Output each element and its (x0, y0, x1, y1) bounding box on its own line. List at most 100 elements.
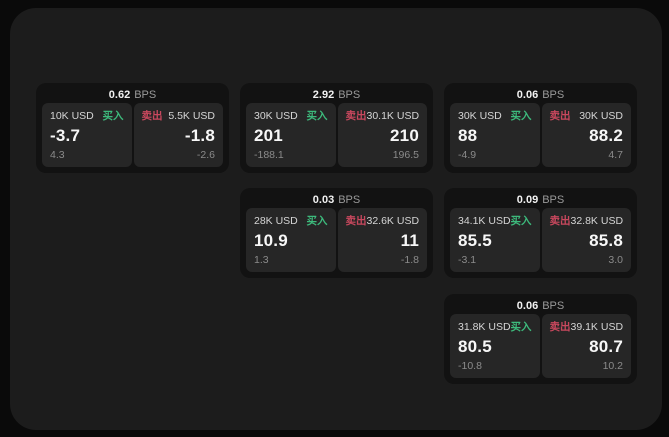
bps-header: 0.62 BPS (36, 83, 229, 104)
sell-size-label: 30K USD (579, 110, 623, 122)
buy-delta-value: 4.3 (50, 149, 65, 161)
quotes-board-surface: 0.62 BPS 10K USD 买入 -3.7 4.3 卖出 5.5K USD… (10, 8, 662, 430)
sell-delta-value: 196.5 (392, 149, 419, 161)
buy-price-value: 85.5 (458, 230, 492, 250)
buy-price-value: 201 (254, 125, 283, 145)
buy-side-label: 买入 (306, 215, 328, 227)
buy-delta-value: 1.3 (254, 254, 269, 266)
quote-card-body: 31.8K USD 买入 80.5 -10.8 卖出 39.1K USD 80.… (450, 314, 631, 378)
sell-price-value: 85.8 (589, 230, 623, 250)
bps-value: 0.09 (516, 193, 539, 206)
quote-card-body: 34.1K USD 买入 85.5 -3.1 卖出 32.8K USD 85.8… (450, 208, 631, 272)
sell-size-label: 30.1K USD (366, 110, 420, 122)
bps-header: 0.03 BPS (240, 188, 433, 209)
sell-side-label: 卖出 (345, 215, 367, 227)
sell-panel-top-row: 卖出 5.5K USD (142, 110, 216, 122)
sell-delta-value: -2.6 (196, 149, 215, 161)
sell-quote-panel[interactable]: 卖出 5.5K USD -1.8 -2.6 (133, 103, 223, 167)
buy-size-label: 34.1K USD (458, 215, 511, 227)
sell-side-label: 卖出 (549, 321, 571, 333)
buy-size-label: 30K USD (254, 110, 298, 122)
sell-panel-top-row: 卖出 32.6K USD (346, 215, 420, 227)
quote-card: 0.06 BPS 30K USD 买入 88 -4.9 卖出 30K USD 8… (444, 83, 637, 173)
sell-quote-panel[interactable]: 卖出 32.6K USD 11 -1.8 (337, 208, 427, 272)
sell-price-value: -1.8 (184, 125, 215, 145)
quote-card: 2.92 BPS 30K USD 买入 201 -188.1 卖出 30.1K … (240, 83, 433, 173)
sell-quote-panel[interactable]: 卖出 32.8K USD 85.8 3.0 (541, 208, 631, 272)
sell-delta-value: 4.7 (608, 149, 623, 161)
buy-panel-top-row: 10K USD 买入 (50, 110, 124, 122)
sell-price-value: 80.7 (589, 336, 623, 356)
buy-panel-top-row: 30K USD 买入 (254, 110, 328, 122)
bps-header: 2.92 BPS (240, 83, 433, 104)
bps-unit: BPS (134, 88, 157, 101)
buy-price-value: 88 (458, 125, 478, 145)
bps-value: 0.06 (516, 299, 539, 312)
sell-quote-panel[interactable]: 卖出 30.1K USD 210 196.5 (337, 103, 427, 167)
buy-size-label: 28K USD (254, 215, 298, 227)
sell-panel-top-row: 卖出 39.1K USD (550, 321, 624, 333)
sell-side-label: 卖出 (549, 215, 571, 227)
sell-delta-value: -1.8 (400, 254, 419, 266)
buy-panel-top-row: 31.8K USD 买入 (458, 321, 532, 333)
buy-side-label: 买入 (510, 110, 532, 122)
bps-unit: BPS (338, 88, 361, 101)
sell-price-value: 210 (390, 125, 419, 145)
quote-card: 0.62 BPS 10K USD 买入 -3.7 4.3 卖出 5.5K USD… (36, 83, 229, 173)
buy-price-value: -3.7 (50, 125, 81, 145)
bps-unit: BPS (542, 299, 565, 312)
buy-quote-panel[interactable]: 28K USD 买入 10.9 1.3 (246, 208, 336, 272)
sell-size-label: 32.6K USD (366, 215, 420, 227)
bps-unit: BPS (542, 193, 565, 206)
bps-value: 0.06 (516, 88, 539, 101)
bps-header: 0.06 BPS (444, 294, 637, 315)
buy-quote-panel[interactable]: 31.8K USD 买入 80.5 -10.8 (450, 314, 540, 378)
buy-delta-value: -188.1 (254, 149, 284, 161)
bps-unit: BPS (338, 193, 361, 206)
buy-side-label: 买入 (510, 215, 532, 227)
bps-value: 0.03 (312, 193, 335, 206)
sell-panel-top-row: 卖出 30.1K USD (346, 110, 420, 122)
sell-delta-value: 10.2 (602, 360, 623, 372)
buy-panel-top-row: 34.1K USD 买入 (458, 215, 532, 227)
sell-size-label: 5.5K USD (168, 110, 215, 122)
buy-side-label: 买入 (102, 110, 124, 122)
sell-panel-top-row: 卖出 30K USD (550, 110, 624, 122)
buy-price-value: 80.5 (458, 336, 492, 356)
sell-side-label: 卖出 (549, 110, 571, 122)
quote-card-body: 28K USD 买入 10.9 1.3 卖出 32.6K USD 11 -1.8 (246, 208, 427, 272)
bps-header: 0.09 BPS (444, 188, 637, 209)
quote-card-body: 30K USD 买入 88 -4.9 卖出 30K USD 88.2 4.7 (450, 103, 631, 167)
buy-side-label: 买入 (510, 321, 532, 333)
bps-unit: BPS (542, 88, 565, 101)
buy-quote-panel[interactable]: 30K USD 买入 201 -188.1 (246, 103, 336, 167)
buy-delta-value: -4.9 (458, 149, 477, 161)
quote-card: 0.03 BPS 28K USD 买入 10.9 1.3 卖出 32.6K US… (240, 188, 433, 278)
quote-card-body: 10K USD 买入 -3.7 4.3 卖出 5.5K USD -1.8 -2.… (42, 103, 223, 167)
buy-quote-panel[interactable]: 10K USD 买入 -3.7 4.3 (42, 103, 132, 167)
quote-card: 0.06 BPS 31.8K USD 买入 80.5 -10.8 卖出 39.1… (444, 294, 637, 384)
sell-price-value: 88.2 (589, 125, 623, 145)
buy-size-label: 10K USD (50, 110, 94, 122)
sell-quote-panel[interactable]: 卖出 30K USD 88.2 4.7 (541, 103, 631, 167)
buy-quote-panel[interactable]: 34.1K USD 买入 85.5 -3.1 (450, 208, 540, 272)
quote-card: 0.09 BPS 34.1K USD 买入 85.5 -3.1 卖出 32.8K… (444, 188, 637, 278)
buy-side-label: 买入 (306, 110, 328, 122)
sell-price-value: 11 (400, 230, 419, 250)
buy-size-label: 30K USD (458, 110, 502, 122)
sell-quote-panel[interactable]: 卖出 39.1K USD 80.7 10.2 (541, 314, 631, 378)
buy-quote-panel[interactable]: 30K USD 买入 88 -4.9 (450, 103, 540, 167)
sell-size-label: 32.8K USD (570, 215, 624, 227)
bps-value: 0.62 (108, 88, 131, 101)
quote-card-body: 30K USD 买入 201 -188.1 卖出 30.1K USD 210 1… (246, 103, 427, 167)
sell-delta-value: 3.0 (608, 254, 623, 266)
buy-panel-top-row: 28K USD 买入 (254, 215, 328, 227)
buy-delta-value: -3.1 (458, 254, 477, 266)
sell-side-label: 卖出 (345, 110, 367, 122)
sell-panel-top-row: 卖出 32.8K USD (550, 215, 624, 227)
buy-price-value: 10.9 (254, 230, 288, 250)
buy-delta-value: -10.8 (458, 360, 482, 372)
sell-size-label: 39.1K USD (570, 321, 624, 333)
sell-side-label: 卖出 (141, 110, 163, 122)
buy-size-label: 31.8K USD (458, 321, 511, 333)
